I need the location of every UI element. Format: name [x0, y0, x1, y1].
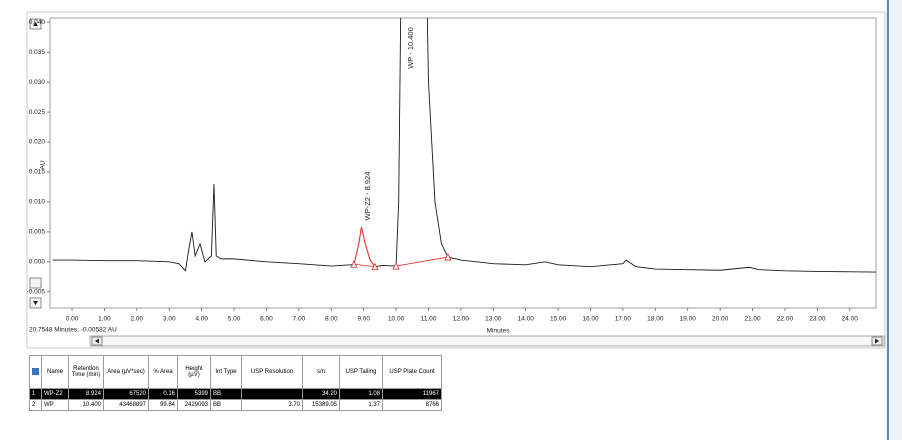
column-header[interactable]: Retention Time (min) [68, 355, 104, 389]
y-tick-label: 0.035 [29, 49, 46, 56]
table-cell: 5399 [177, 388, 211, 400]
table-cell: 34.20 [302, 388, 340, 400]
x-tick-label: 20.00 [712, 316, 729, 323]
table-cell: 15389.05 [302, 399, 340, 411]
column-header[interactable]: USP Resolution [241, 355, 303, 389]
y-tick-label: 0.015 [29, 169, 46, 176]
results-table: Name Retention Time (min) Area (µV*sec)% A… [29, 355, 442, 411]
arrow-icon [95, 338, 99, 344]
table-cell: 1 [29, 388, 42, 400]
peak-label: WP-Z2 - 8.924 [363, 172, 372, 221]
x-tick-label: 8.00 [325, 316, 338, 323]
plot-content [52, 18, 876, 273]
x-tick-label: 9.00 [357, 316, 370, 323]
arrow-icon [875, 338, 879, 344]
y-tick-label: 0.020 [29, 139, 46, 146]
table-icon [32, 367, 39, 375]
x-tick-label: 24.00 [842, 316, 859, 323]
table-row[interactable]: 1 WP-Z2 8.924 67520 0.16 5399 BB 34.20 1.08 11967 [29, 388, 442, 400]
x-tick-label: 3.00 [163, 316, 176, 323]
table-cell: 99.84 [148, 399, 178, 411]
x-tick-label: 0.00 [66, 316, 79, 323]
y-tick-label: 0.030 [29, 79, 46, 86]
x-tick-label: 10.00 [388, 316, 405, 323]
x-tick-label: 2.00 [131, 316, 144, 323]
arrow-icon [33, 22, 38, 26]
y-tick-label: 0.025 [29, 109, 46, 116]
horizontal-scrollbar[interactable] [89, 335, 885, 347]
x-tick-label: 12.00 [453, 316, 470, 323]
x-tick-label: 19.00 [680, 316, 697, 323]
x-tick-label: 17.00 [615, 316, 632, 323]
table-cell: 0.16 [148, 388, 178, 400]
table-cell: 1.37 [339, 399, 383, 411]
right-panel [886, 0, 902, 440]
table-row[interactable]: 2 WP 10.400 43468897 99.84 2429093 BB 3.70 15389… [29, 399, 442, 411]
table-cell: WP [41, 399, 69, 411]
column-header[interactable]: % Area [148, 355, 178, 389]
integration-baseline [396, 256, 449, 267]
table-cell: 8.924 [68, 388, 104, 400]
chart-frame [26, 11, 886, 349]
column-header[interactable]: USP Plate Count [382, 355, 442, 389]
x-tick-label: 7.00 [293, 316, 306, 323]
x-tick-label: 5.00 [228, 316, 241, 323]
table-cell: 8766 [382, 399, 442, 411]
peak-marker [444, 253, 452, 261]
x-tick-label: 15.00 [550, 316, 567, 323]
table-cell [241, 388, 303, 400]
x-tick-label: 13.00 [485, 316, 502, 323]
x-tick-label: 6.00 [260, 316, 273, 323]
table-cell: 10.400 [68, 399, 104, 411]
x-tick-label: 21.00 [744, 316, 761, 323]
table-cell: 1.08 [339, 388, 383, 400]
peak-label: WP - 10.400 [406, 27, 415, 69]
trace-line [353, 226, 376, 267]
x-tick-label: 4.00 [195, 316, 208, 323]
x-tick-label: 22.00 [777, 316, 794, 323]
x-tick-label: 23.00 [809, 316, 826, 323]
y-tick-label: -0.005 [27, 289, 46, 296]
y-tick-label: 0.010 [29, 199, 46, 206]
x-tick-label: 16.00 [582, 316, 599, 323]
table-cell: BB [210, 388, 242, 400]
status-text: 20.7548 Minutes, -0.00582 AU [29, 327, 117, 334]
x-tick-label: 14.00 [518, 316, 535, 323]
column-header[interactable]: Name [41, 355, 69, 389]
plot-area [49, 17, 877, 309]
column-header[interactable]: Height (µV) [177, 355, 211, 389]
peak-marker [392, 262, 400, 270]
y-tick-label: 0.000 [29, 259, 46, 266]
table-cell: WP-Z2 [41, 388, 69, 400]
header-icon [29, 355, 42, 389]
y-tick-label: 0.005 [29, 229, 46, 236]
table-cell: 2 [29, 399, 42, 411]
arrow-icon [33, 301, 38, 305]
y-axis-label: AU [40, 160, 47, 169]
x-axis-label: Minutes [487, 328, 511, 335]
column-header[interactable]: Area (µV*sec) [103, 355, 149, 389]
table-cell: 3.70 [241, 399, 303, 411]
column-header[interactable]: s/n [302, 355, 340, 389]
peak-marker [350, 260, 358, 268]
x-tick-label: 18.00 [647, 316, 664, 323]
table-cell: 43468897 [103, 399, 149, 411]
y-tick-label: 0.040 [29, 19, 46, 26]
x-tick-label: 1.00 [98, 316, 111, 323]
table-cell: 2429093 [177, 399, 211, 411]
table-cell: 11967 [382, 388, 442, 400]
column-header[interactable]: USP Tailing [339, 355, 383, 389]
peak-marker [371, 262, 379, 271]
trace-line [52, 18, 876, 273]
x-tick-label: 11.00 [421, 316, 437, 323]
table-cell: 67520 [103, 388, 149, 400]
table-cell: BB [210, 399, 242, 411]
column-header[interactable]: Int Type [210, 355, 242, 389]
integration-baseline [353, 263, 376, 268]
zoom-button[interactable] [29, 277, 42, 289]
header-row: Name Retention Time (min) Area (µV*sec)% A… [29, 355, 442, 389]
